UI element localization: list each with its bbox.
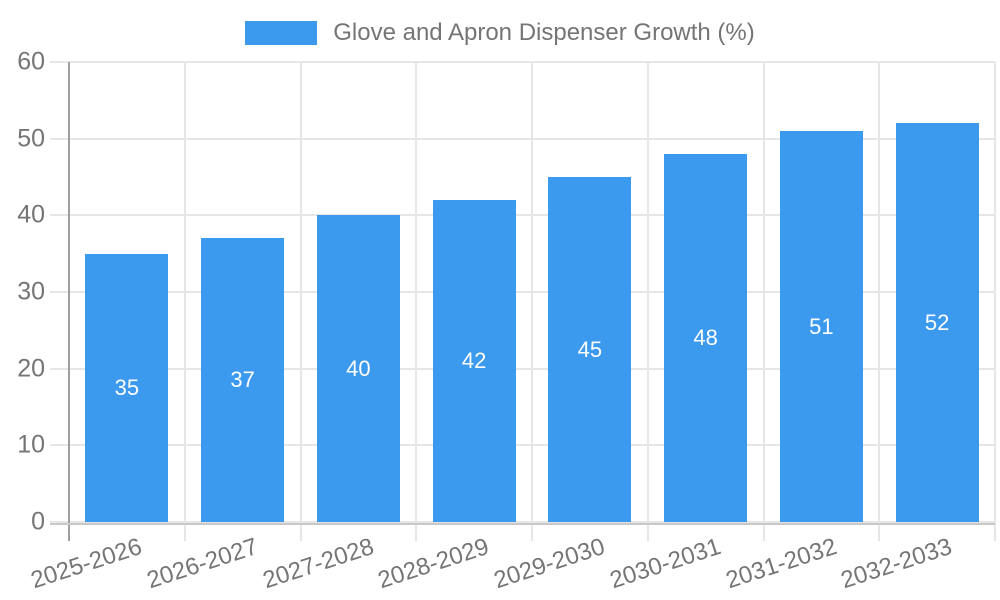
bar[interactable] [316,215,400,522]
x-axis-tick-label: 2032-2033 [837,533,956,595]
bar[interactable] [432,200,516,522]
x-axis-tick-label: 2026-2027 [143,533,261,595]
y-axis-tick-label: 20 [17,354,45,383]
bar-value-label: 51 [809,313,834,339]
bar[interactable] [664,154,748,522]
bar[interactable] [85,253,169,522]
gridline-vertical [646,62,649,541]
gridline-vertical [531,62,533,541]
x-axis-tick-label: 2025-2026 [27,533,146,595]
y-axis-tick-label: 50 [17,124,45,153]
gridline-horizontal [50,521,995,523]
gridline-horizontal [50,61,995,63]
x-axis-tick-label: 2029-2030 [490,533,609,595]
gridline-horizontal [50,444,995,447]
legend-label: Glove and Apron Dispenser Growth (%) [333,19,755,46]
bar-value-label: 42 [461,348,487,373]
bar-value-label: 35 [114,374,140,400]
y-axis-line [68,62,70,541]
bar[interactable] [779,131,863,522]
legend-swatch [245,21,318,45]
x-axis-line [50,523,995,525]
bar-value-label: 48 [693,325,718,350]
legend[interactable]: Glove and Apron Dispenser Growth (%) [0,16,1000,50]
bar-value-label: 45 [577,336,603,362]
bar[interactable] [895,123,979,522]
y-axis-tick-label: 0 [31,507,45,536]
x-axis-tick-label: 2028-2029 [374,533,493,595]
gridline-vertical [299,62,302,541]
gridline-horizontal [50,367,995,370]
y-axis-tick-label: 10 [17,430,45,459]
gridline-horizontal [50,137,995,140]
y-axis-tick-label: 60 [17,47,45,76]
y-axis-tick-label: 30 [17,277,45,306]
bar-value-label: 37 [230,367,255,393]
x-axis-tick-label: 2030-2031 [606,533,724,595]
gridline-vertical [183,62,186,541]
bar-value-label: 52 [924,309,950,335]
gridline-horizontal [50,291,995,293]
bar[interactable] [201,238,285,522]
gridline-vertical [762,62,765,541]
gridline-horizontal [50,214,995,217]
gridline-vertical [415,62,418,541]
x-axis-tick-label: 2031-2032 [722,533,840,595]
y-axis-tick-label: 40 [17,200,45,229]
bar[interactable] [548,177,632,522]
gridline-vertical [994,62,996,541]
bar-value-label: 40 [346,355,371,381]
x-axis-tick-label: 2027-2028 [259,533,377,595]
gridline-vertical [878,62,881,541]
